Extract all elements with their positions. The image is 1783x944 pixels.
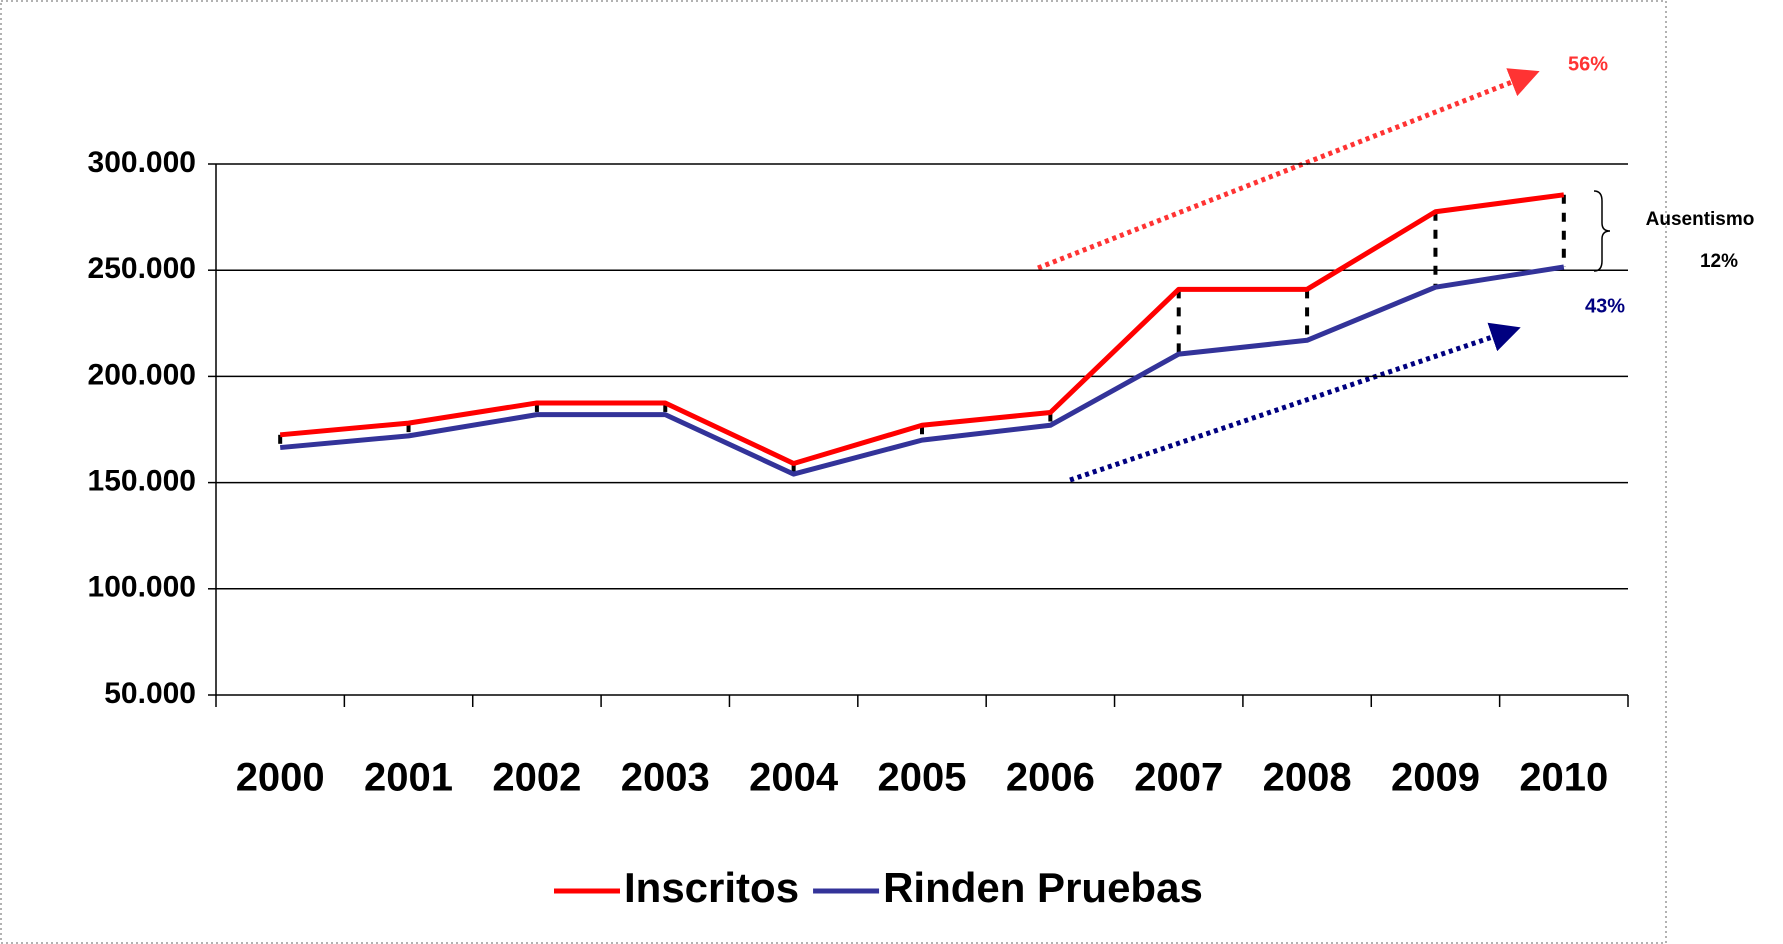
x-tick-label: 2010 bbox=[1519, 756, 1608, 800]
x-tick-label: 2007 bbox=[1134, 756, 1223, 800]
y-tick-label: 200.000 bbox=[88, 358, 196, 391]
y-tick-label: 50.000 bbox=[104, 677, 196, 710]
x-tick-label: 2006 bbox=[1006, 756, 1095, 800]
x-tick-label: 2001 bbox=[364, 756, 453, 800]
x-tick-label: 2004 bbox=[749, 756, 839, 800]
brace bbox=[1593, 190, 1611, 272]
x-tick-label: 2008 bbox=[1263, 756, 1352, 800]
series-line bbox=[279, 192, 1565, 466]
annotation: Ausentismo bbox=[1646, 209, 1755, 230]
x-tick-label: 2009 bbox=[1391, 756, 1480, 800]
x-tick-label: 2000 bbox=[236, 756, 325, 800]
trend-arrow bbox=[1037, 68, 1540, 271]
trend-arrow bbox=[1069, 322, 1521, 483]
y-tick-label: 150.000 bbox=[88, 465, 196, 498]
legend-label: Inscritos bbox=[624, 864, 799, 911]
frame bbox=[0, 0, 1667, 944]
y-tick-label: 100.000 bbox=[88, 571, 196, 604]
annotation: 56% bbox=[1568, 53, 1608, 75]
series-line bbox=[279, 264, 1565, 477]
annotation: 12% bbox=[1700, 251, 1738, 272]
x-tick-label: 2002 bbox=[492, 756, 581, 800]
legend-label: Rinden Pruebas bbox=[883, 864, 1203, 911]
y-tick-label: 250.000 bbox=[88, 252, 196, 285]
y-tick-label: 300.000 bbox=[88, 146, 196, 179]
annotation: 43% bbox=[1585, 295, 1625, 317]
x-tick-label: 2005 bbox=[878, 756, 967, 800]
x-tick-label: 2003 bbox=[621, 756, 710, 800]
